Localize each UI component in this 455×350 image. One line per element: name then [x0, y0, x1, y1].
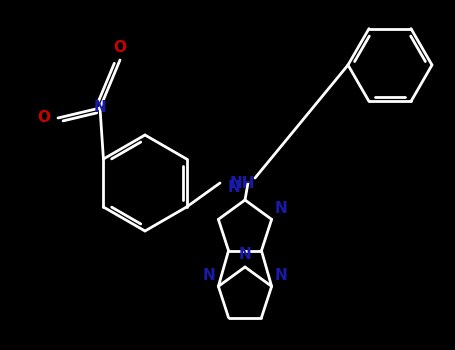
Text: N: N	[94, 100, 106, 116]
Text: N: N	[238, 247, 251, 262]
Text: NH: NH	[230, 175, 256, 190]
Text: N: N	[227, 180, 240, 195]
Text: N: N	[202, 268, 215, 284]
Text: N: N	[275, 268, 288, 284]
Text: N: N	[275, 201, 288, 216]
Text: O: O	[37, 111, 50, 126]
Text: O: O	[113, 40, 126, 55]
